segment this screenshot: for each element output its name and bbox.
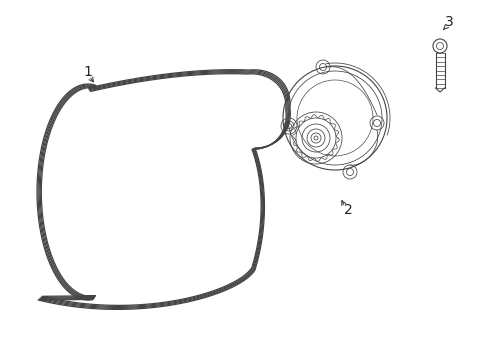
Text: 3: 3 — [444, 15, 453, 29]
Text: 2: 2 — [343, 203, 352, 217]
Text: 1: 1 — [84, 65, 93, 79]
